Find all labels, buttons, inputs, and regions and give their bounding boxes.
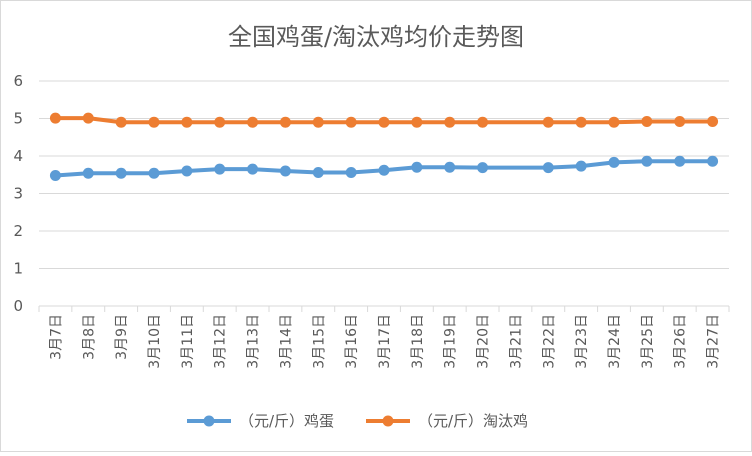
data-point (345, 167, 357, 178)
y-tick-label: 1 (13, 260, 23, 278)
x-tick-label: 3月25日 (640, 314, 656, 369)
data-point (674, 155, 686, 167)
x-tick-label: 3月19日 (443, 314, 459, 369)
data-point (575, 160, 587, 172)
data-point (82, 112, 94, 124)
x-tick-label: 3月24日 (607, 314, 623, 369)
x-tick-label: 3月12日 (213, 314, 229, 369)
data-point (608, 156, 620, 168)
x-tick-label: 3月21日 (508, 314, 524, 369)
chart-title: 全国鸡蛋/淘汰鸡均价走势图 (228, 23, 524, 51)
x-tick-label: 3月23日 (574, 314, 590, 369)
data-point (148, 116, 160, 128)
data-point (148, 167, 160, 179)
data-point (608, 116, 620, 128)
data-point (312, 167, 324, 178)
series-group (49, 112, 719, 181)
data-point (674, 116, 686, 127)
x-tick-label: 3月11日 (180, 314, 196, 369)
x-tick-label: 3月7日 (48, 314, 64, 360)
x-tick-label: 3月16日 (344, 314, 360, 369)
y-tick-label: 3 (13, 185, 23, 203)
data-point (82, 167, 94, 179)
x-tick-label: 3月26日 (673, 314, 689, 369)
data-point (214, 163, 226, 175)
data-point (641, 155, 653, 167)
data-point (214, 116, 226, 128)
data-point (279, 165, 291, 177)
data-point (542, 162, 554, 174)
y-tick-label: 2 (13, 222, 23, 240)
data-point (49, 112, 61, 124)
y-tick-label: 5 (13, 110, 23, 128)
x-tick-label: 3月18日 (410, 314, 426, 369)
data-point (411, 116, 423, 128)
legend-label: （元/斤）淘汰鸡 (418, 412, 528, 430)
data-point (378, 164, 390, 176)
data-point (378, 116, 390, 128)
data-point (444, 161, 456, 173)
x-tick-label: 3月15日 (311, 314, 327, 369)
legend-marker (203, 415, 215, 427)
y-tick-label: 0 (13, 297, 23, 315)
data-point (707, 155, 719, 167)
x-tick-label: 3月10日 (147, 314, 163, 369)
data-point (575, 116, 587, 128)
data-point (707, 116, 719, 127)
x-axis: 3月7日 3月8日 3月9日 3月10日 3月11日 3月12日 3月13日 3月14日 3月1… (38, 305, 730, 369)
x-tick-label: 3月22日 (541, 314, 557, 369)
data-point (115, 116, 127, 128)
y-axis: 0 1 2 3 4 5 6 (13, 72, 23, 315)
y-tick-label: 6 (13, 72, 23, 90)
data-point (477, 116, 489, 128)
data-point (49, 170, 61, 181)
data-point (181, 165, 193, 177)
x-tick-label: 3月27日 (706, 314, 722, 369)
legend-marker (382, 415, 394, 427)
data-point (477, 162, 489, 174)
data-point (444, 116, 456, 128)
x-tick-label: 3月8日 (81, 314, 97, 360)
data-point (181, 116, 193, 128)
data-point (542, 116, 554, 128)
data-point (345, 116, 357, 128)
data-point (641, 116, 653, 127)
data-point (411, 161, 423, 173)
data-point (247, 163, 259, 175)
x-tick-label: 3月17日 (377, 314, 393, 369)
gridlines (39, 80, 729, 307)
y-tick-label: 4 (13, 147, 23, 165)
legend: （元/斤）鸡蛋 （元/斤）淘汰鸡 (187, 412, 528, 430)
data-point (312, 116, 324, 128)
x-tick-label: 3月14日 (278, 314, 294, 369)
x-tick-label: 3月20日 (476, 314, 492, 369)
data-point (279, 116, 291, 128)
data-point (115, 167, 127, 179)
x-tick-label: 3月13日 (246, 314, 262, 369)
data-point (247, 116, 259, 128)
x-tick-label: 3月9日 (114, 314, 130, 360)
legend-label: （元/斤）鸡蛋 (239, 412, 334, 430)
